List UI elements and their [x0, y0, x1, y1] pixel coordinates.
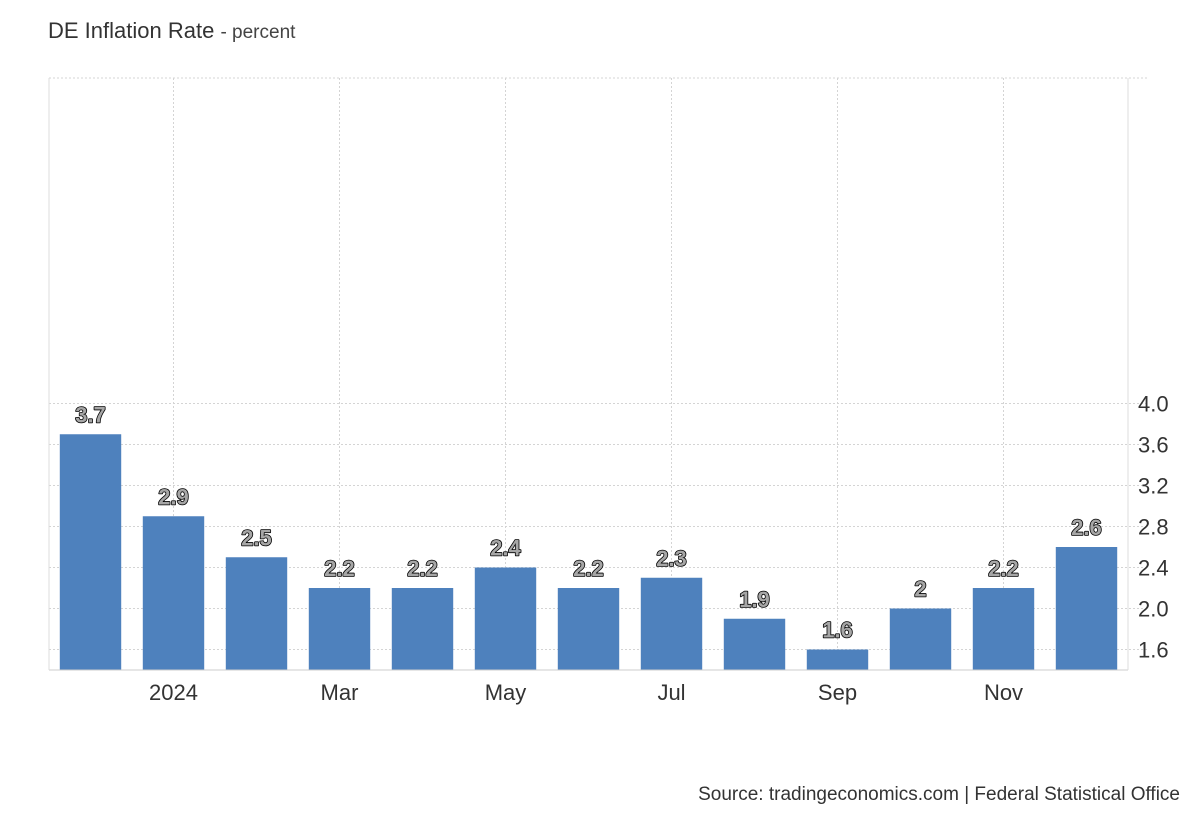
axes: 1.6 2.0 2.4 2.8 3.2 3.6 4.0 2024 Mar May Jul Sep Nov	[48, 78, 1169, 705]
inflation-bar-chart: 3.7 2.9 2.5 2.2 2.2 2.4 2.2 2.3 1.9 1.6 2 2.2 2.6 1.…	[48, 77, 1169, 705]
bar	[142, 516, 205, 670]
bar-value-label: 1.9	[739, 587, 770, 612]
bar-value-label: 2.6	[1071, 515, 1102, 540]
bar	[59, 434, 122, 670]
bar	[474, 567, 537, 670]
bar	[640, 577, 703, 670]
bar	[308, 588, 371, 670]
y-tick-label: 2.4	[1138, 556, 1169, 581]
chart-subtitle: - percent	[220, 22, 296, 43]
bar-value-label: 2.2	[988, 556, 1019, 581]
bar-value-label: 2.9	[158, 484, 189, 509]
bar-value-label: 2.2	[407, 556, 438, 581]
bar-value-label: 2.2	[573, 556, 604, 581]
chart-title-text: DE Inflation Rate	[48, 18, 215, 43]
bar-value-label: 2.4	[490, 536, 521, 561]
bar-value-label: 3.7	[75, 402, 106, 427]
x-tick-label: Mar	[321, 680, 359, 705]
bar	[972, 588, 1035, 670]
grid-lines	[49, 77, 1148, 670]
x-tick-label: Sep	[818, 680, 857, 705]
bar	[557, 588, 620, 670]
y-tick-label: 3.6	[1138, 433, 1169, 458]
bar	[806, 649, 869, 670]
x-tick-label: May	[485, 680, 527, 705]
bar	[225, 557, 288, 670]
y-tick-label: 4.0	[1138, 392, 1169, 417]
chart-title: DE Inflation Rate - percent	[48, 18, 295, 44]
bars	[59, 434, 1118, 670]
data-labels: 3.7 2.9 2.5 2.2 2.2 2.4 2.2 2.3 1.9 1.6 2 2.2 2.6	[74, 401, 1102, 643]
bar	[723, 618, 786, 670]
y-tick-label: 2.0	[1138, 597, 1169, 622]
y-tick-label: 1.6	[1138, 638, 1169, 663]
bar-value-label: 2	[914, 577, 926, 602]
bar-value-label: 2.5	[241, 525, 272, 550]
x-tick-label: Jul	[657, 680, 685, 705]
bar	[1055, 547, 1118, 670]
bar	[889, 608, 952, 670]
bar-value-label: 2.3	[656, 546, 687, 571]
y-tick-label: 2.8	[1138, 515, 1169, 540]
y-tick-label: 3.2	[1138, 474, 1169, 499]
bar-value-label: 2.2	[324, 556, 355, 581]
x-tick-label: 2024	[149, 680, 198, 705]
x-tick-label: Nov	[984, 680, 1023, 705]
bar	[391, 588, 454, 670]
source-note: Source: tradingeconomics.com | Federal S…	[698, 784, 1180, 805]
bar-value-label: 1.6	[822, 618, 853, 643]
